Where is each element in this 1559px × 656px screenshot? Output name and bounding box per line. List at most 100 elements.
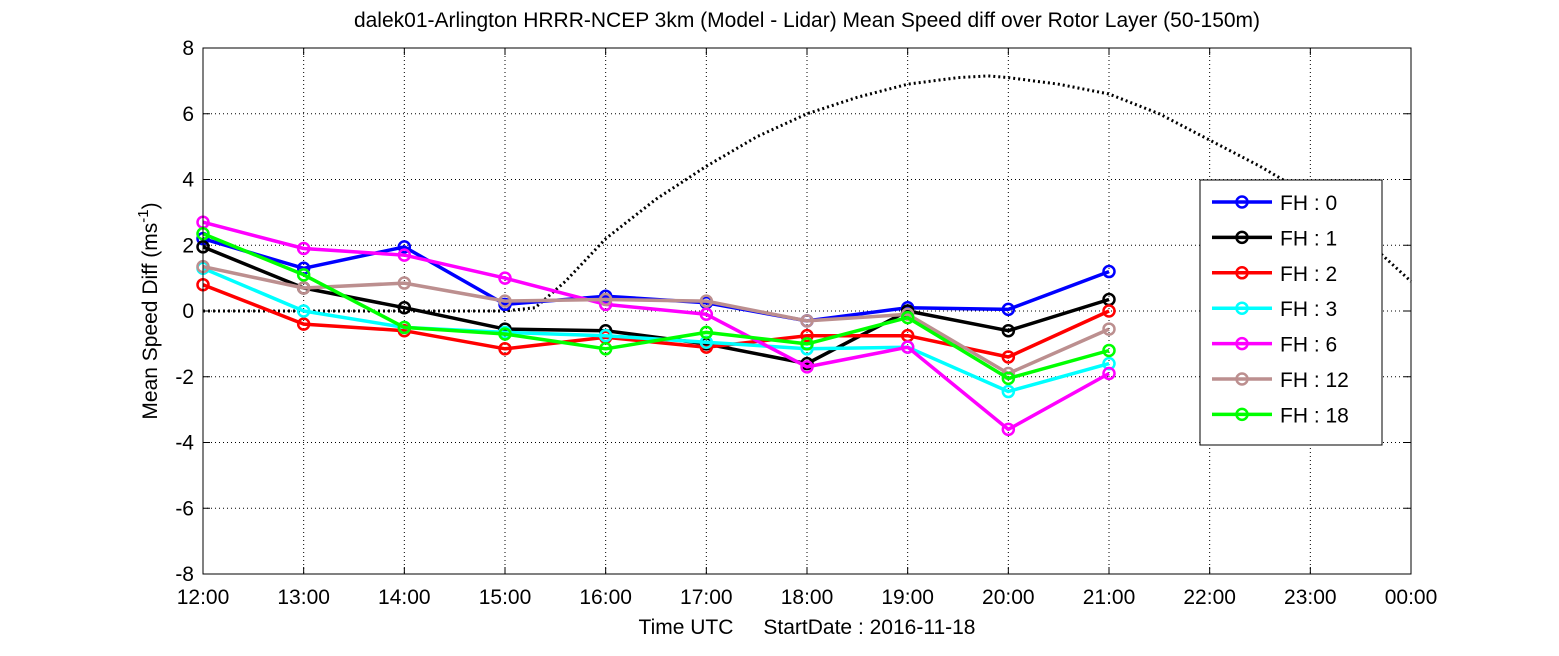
x-tick-label: 14:00 [378,586,431,609]
data-point [699,307,714,322]
grid [203,48,1411,574]
data-point [900,310,915,325]
axis-ticks: 12:00 13:00 14:00 15:00 16:00 17:00 18:00 19:00… [175,37,1437,609]
series-0 [196,231,1116,328]
data-point [397,276,412,290]
y-tick-label: 2 [182,234,194,257]
legend-swatch-marker [1235,407,1249,422]
x-tick-label: 21:00 [1083,586,1136,609]
x-tick-label: 22:00 [1183,586,1236,609]
x-tick-label: 13:00 [277,586,330,609]
y-tick-label: -6 [175,497,194,520]
y-tick-label: -8 [175,563,194,586]
chart-title: dalek01-Arlington HRRR-NCEP 3km (Model -… [354,9,1260,32]
legend-item: FH : 0 [1212,192,1337,215]
data-point [800,337,814,351]
data-point [296,317,311,331]
data-point [1001,302,1016,317]
data-point [1102,343,1116,358]
data-point [296,268,311,282]
x-tick-label: 12:00 [177,586,230,609]
data-point [900,340,915,354]
x-tick-label: 00:00 [1385,586,1438,609]
legend-label: FH : 6 [1280,334,1337,357]
series-group [196,215,1116,437]
data-point [397,320,412,335]
series-line [202,264,1110,376]
data-point [598,342,613,356]
data-point [498,271,512,285]
legend-item: FH : 18 [1212,404,1349,427]
legend-item: FH : 12 [1212,369,1349,392]
x-axis-label-time: Time UTC [639,616,734,639]
legend-label: FH : 1 [1280,227,1337,250]
legend: FH : 0 FH : 1 FH : 2 FH : 3 FH : 6 FH : 12 FH … [1199,179,1383,446]
legend-label: FH : 12 [1280,369,1349,392]
data-point [1102,322,1116,336]
legend-label: FH : 3 [1280,298,1337,321]
legend-swatch-marker [1235,195,1249,209]
data-point [498,327,512,341]
data-point [397,248,412,262]
data-point [1102,304,1116,318]
legend-swatch-marker [1235,230,1249,245]
y-axis-label-sup: -1 [135,209,152,222]
legend-swatch-marker [1235,301,1249,315]
data-point [296,304,311,318]
legend-swatch-marker [1235,372,1249,386]
y-tick-label: -4 [175,432,194,455]
x-tick-label: 17:00 [680,586,733,609]
series-6 [196,226,1116,386]
data-point [296,281,311,295]
data-point [1001,350,1016,364]
legend-swatch-marker [1235,336,1249,351]
data-point [1102,264,1116,279]
legend-item: FH : 2 [1212,263,1337,286]
x-tick-label: 19:00 [881,586,934,609]
data-point [296,241,311,256]
series-5 [196,259,1116,381]
y-tick-label: -2 [175,366,194,389]
legend-swatch-marker [1235,266,1249,280]
series-line [202,245,1110,366]
y-tick-label: 6 [182,103,194,126]
y-tick-label: 4 [182,169,194,192]
data-point [598,328,613,343]
x-tick-label: 20:00 [982,586,1035,609]
legend-label: FH : 2 [1280,263,1337,286]
data-point [699,325,714,340]
data-point [1001,323,1016,338]
legend-box [1199,179,1383,446]
x-axis-label-start: StartDate : 2016-11-18 [763,616,975,639]
data-point [598,292,613,307]
x-tick-label: 23:00 [1284,586,1337,609]
data-point [800,360,814,374]
x-tick-label: 15:00 [479,586,532,609]
series-line [202,220,1110,432]
legend-item: FH : 6 [1212,334,1337,357]
data-point [397,240,412,254]
data-point [397,300,412,315]
y-axis-label-main: Mean Speed Diff (ms [139,223,162,420]
data-point [1001,422,1016,437]
y-axis-label: Mean Speed Diff (ms-1) [135,202,162,419]
y-tick-label: 0 [182,300,194,323]
legend-label: FH : 0 [1280,192,1337,215]
y-axis-label-end: ) [139,202,162,209]
data-point [1102,366,1116,381]
x-axis-label: Time UTC StartDate : 2016-11-18 [639,616,976,639]
y-tick-label: 8 [182,37,194,60]
data-point [1001,384,1016,399]
data-point [498,294,512,308]
legend-item: FH : 1 [1212,227,1337,250]
x-tick-label: 16:00 [579,586,632,609]
legend-item: FH : 3 [1212,298,1337,321]
x-tick-label: 18:00 [781,586,834,609]
data-point [498,342,512,356]
data-point [800,314,814,328]
data-point [699,294,714,308]
legend-label: FH : 18 [1280,404,1349,427]
series-line [202,232,1110,381]
series-4 [196,215,1116,437]
